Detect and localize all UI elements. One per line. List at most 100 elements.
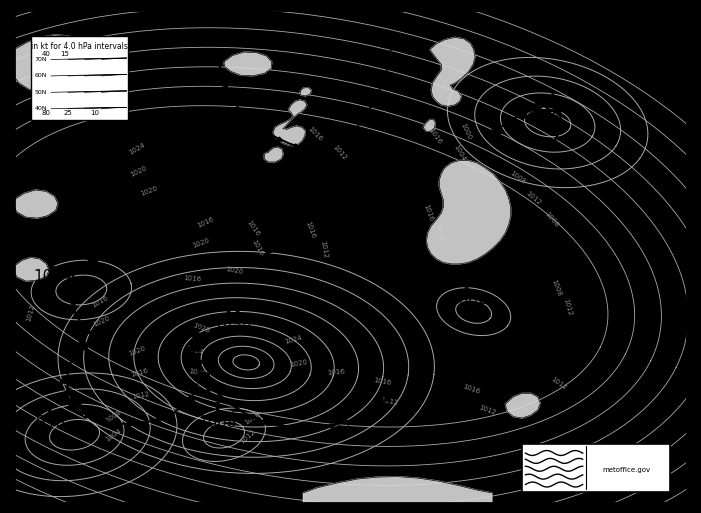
Text: 1020: 1020 <box>188 368 206 377</box>
Text: L: L <box>213 139 226 157</box>
Polygon shape <box>308 194 320 201</box>
Polygon shape <box>69 302 79 307</box>
Polygon shape <box>224 52 272 76</box>
Polygon shape <box>233 108 243 113</box>
Polygon shape <box>299 214 306 222</box>
Polygon shape <box>69 291 78 296</box>
Text: L: L <box>543 97 555 116</box>
Polygon shape <box>75 343 87 350</box>
Text: 1008: 1008 <box>198 415 236 430</box>
Text: 1016: 1016 <box>244 410 262 426</box>
Polygon shape <box>185 146 195 156</box>
Polygon shape <box>304 477 492 503</box>
Polygon shape <box>549 97 557 102</box>
Polygon shape <box>261 420 270 426</box>
Text: 1012: 1012 <box>131 391 150 400</box>
Text: L: L <box>260 181 273 200</box>
Polygon shape <box>128 422 134 429</box>
Polygon shape <box>67 353 79 361</box>
Bar <box>31 36 128 120</box>
Polygon shape <box>187 395 196 401</box>
Polygon shape <box>197 372 210 380</box>
Polygon shape <box>311 204 319 211</box>
Polygon shape <box>69 401 81 409</box>
Polygon shape <box>187 346 200 351</box>
Polygon shape <box>297 425 303 432</box>
Text: 1016: 1016 <box>245 219 261 237</box>
Text: 1012: 1012 <box>434 223 444 241</box>
Text: 1016: 1016 <box>428 127 443 145</box>
Polygon shape <box>430 37 475 106</box>
Text: 1014: 1014 <box>33 269 72 284</box>
Polygon shape <box>291 143 301 150</box>
Polygon shape <box>285 225 294 232</box>
Text: 1016: 1016 <box>422 204 434 223</box>
Text: 1004: 1004 <box>452 144 467 162</box>
Text: 1012: 1012 <box>26 304 36 323</box>
Text: 1020: 1020 <box>290 359 308 368</box>
Polygon shape <box>318 186 324 192</box>
Text: 1012: 1012 <box>331 143 347 161</box>
Polygon shape <box>224 95 234 101</box>
Polygon shape <box>219 83 229 88</box>
Text: 1016: 1016 <box>327 368 345 376</box>
Polygon shape <box>263 248 273 255</box>
Text: 1016: 1016 <box>130 368 149 379</box>
Polygon shape <box>96 337 103 344</box>
Text: 1020: 1020 <box>129 165 148 179</box>
Text: 1006: 1006 <box>449 292 488 307</box>
Polygon shape <box>518 109 529 118</box>
Text: 40N: 40N <box>34 106 47 111</box>
Text: 1012: 1012 <box>240 428 257 444</box>
Text: 1012: 1012 <box>477 404 496 416</box>
Text: 995: 995 <box>533 111 562 126</box>
Text: 998: 998 <box>36 415 66 430</box>
Polygon shape <box>219 398 229 403</box>
Polygon shape <box>63 390 76 396</box>
Text: L: L <box>213 401 226 420</box>
Text: 1008: 1008 <box>508 170 526 185</box>
Text: 1008: 1008 <box>543 211 559 228</box>
Polygon shape <box>552 108 562 113</box>
Polygon shape <box>505 393 540 418</box>
Text: 1016: 1016 <box>91 294 109 309</box>
Polygon shape <box>246 414 254 420</box>
Polygon shape <box>79 321 87 327</box>
Polygon shape <box>60 378 74 383</box>
Text: 1012: 1012 <box>562 298 573 316</box>
Text: 10: 10 <box>90 110 100 116</box>
Text: 50N: 50N <box>34 90 47 95</box>
Text: L: L <box>462 279 475 298</box>
Text: 1024: 1024 <box>185 345 204 356</box>
Polygon shape <box>87 329 94 336</box>
Polygon shape <box>101 250 111 259</box>
Text: 1020: 1020 <box>139 186 158 198</box>
Polygon shape <box>426 161 510 264</box>
Text: 1020: 1020 <box>225 266 243 275</box>
Polygon shape <box>214 69 224 75</box>
Text: L: L <box>46 254 59 273</box>
Text: 1024: 1024 <box>284 335 303 345</box>
Polygon shape <box>313 425 320 432</box>
Polygon shape <box>329 424 336 430</box>
Polygon shape <box>119 246 128 256</box>
Text: 1012: 1012 <box>380 397 399 406</box>
Text: 1000: 1000 <box>460 122 472 141</box>
Polygon shape <box>322 156 332 162</box>
Text: 1004: 1004 <box>104 427 123 442</box>
Polygon shape <box>62 366 75 371</box>
Text: 1008: 1008 <box>104 409 123 424</box>
Text: 1012: 1012 <box>525 190 543 206</box>
Polygon shape <box>203 142 212 152</box>
Text: 25: 25 <box>64 110 72 116</box>
Polygon shape <box>14 258 49 281</box>
Polygon shape <box>327 170 338 175</box>
Polygon shape <box>156 418 163 424</box>
Text: 1016: 1016 <box>373 378 392 387</box>
Polygon shape <box>533 103 543 112</box>
Text: 1003: 1003 <box>200 153 238 168</box>
Text: 1016: 1016 <box>304 220 316 239</box>
Text: 1024: 1024 <box>128 142 146 156</box>
Polygon shape <box>14 35 102 94</box>
Text: H: H <box>151 198 167 217</box>
